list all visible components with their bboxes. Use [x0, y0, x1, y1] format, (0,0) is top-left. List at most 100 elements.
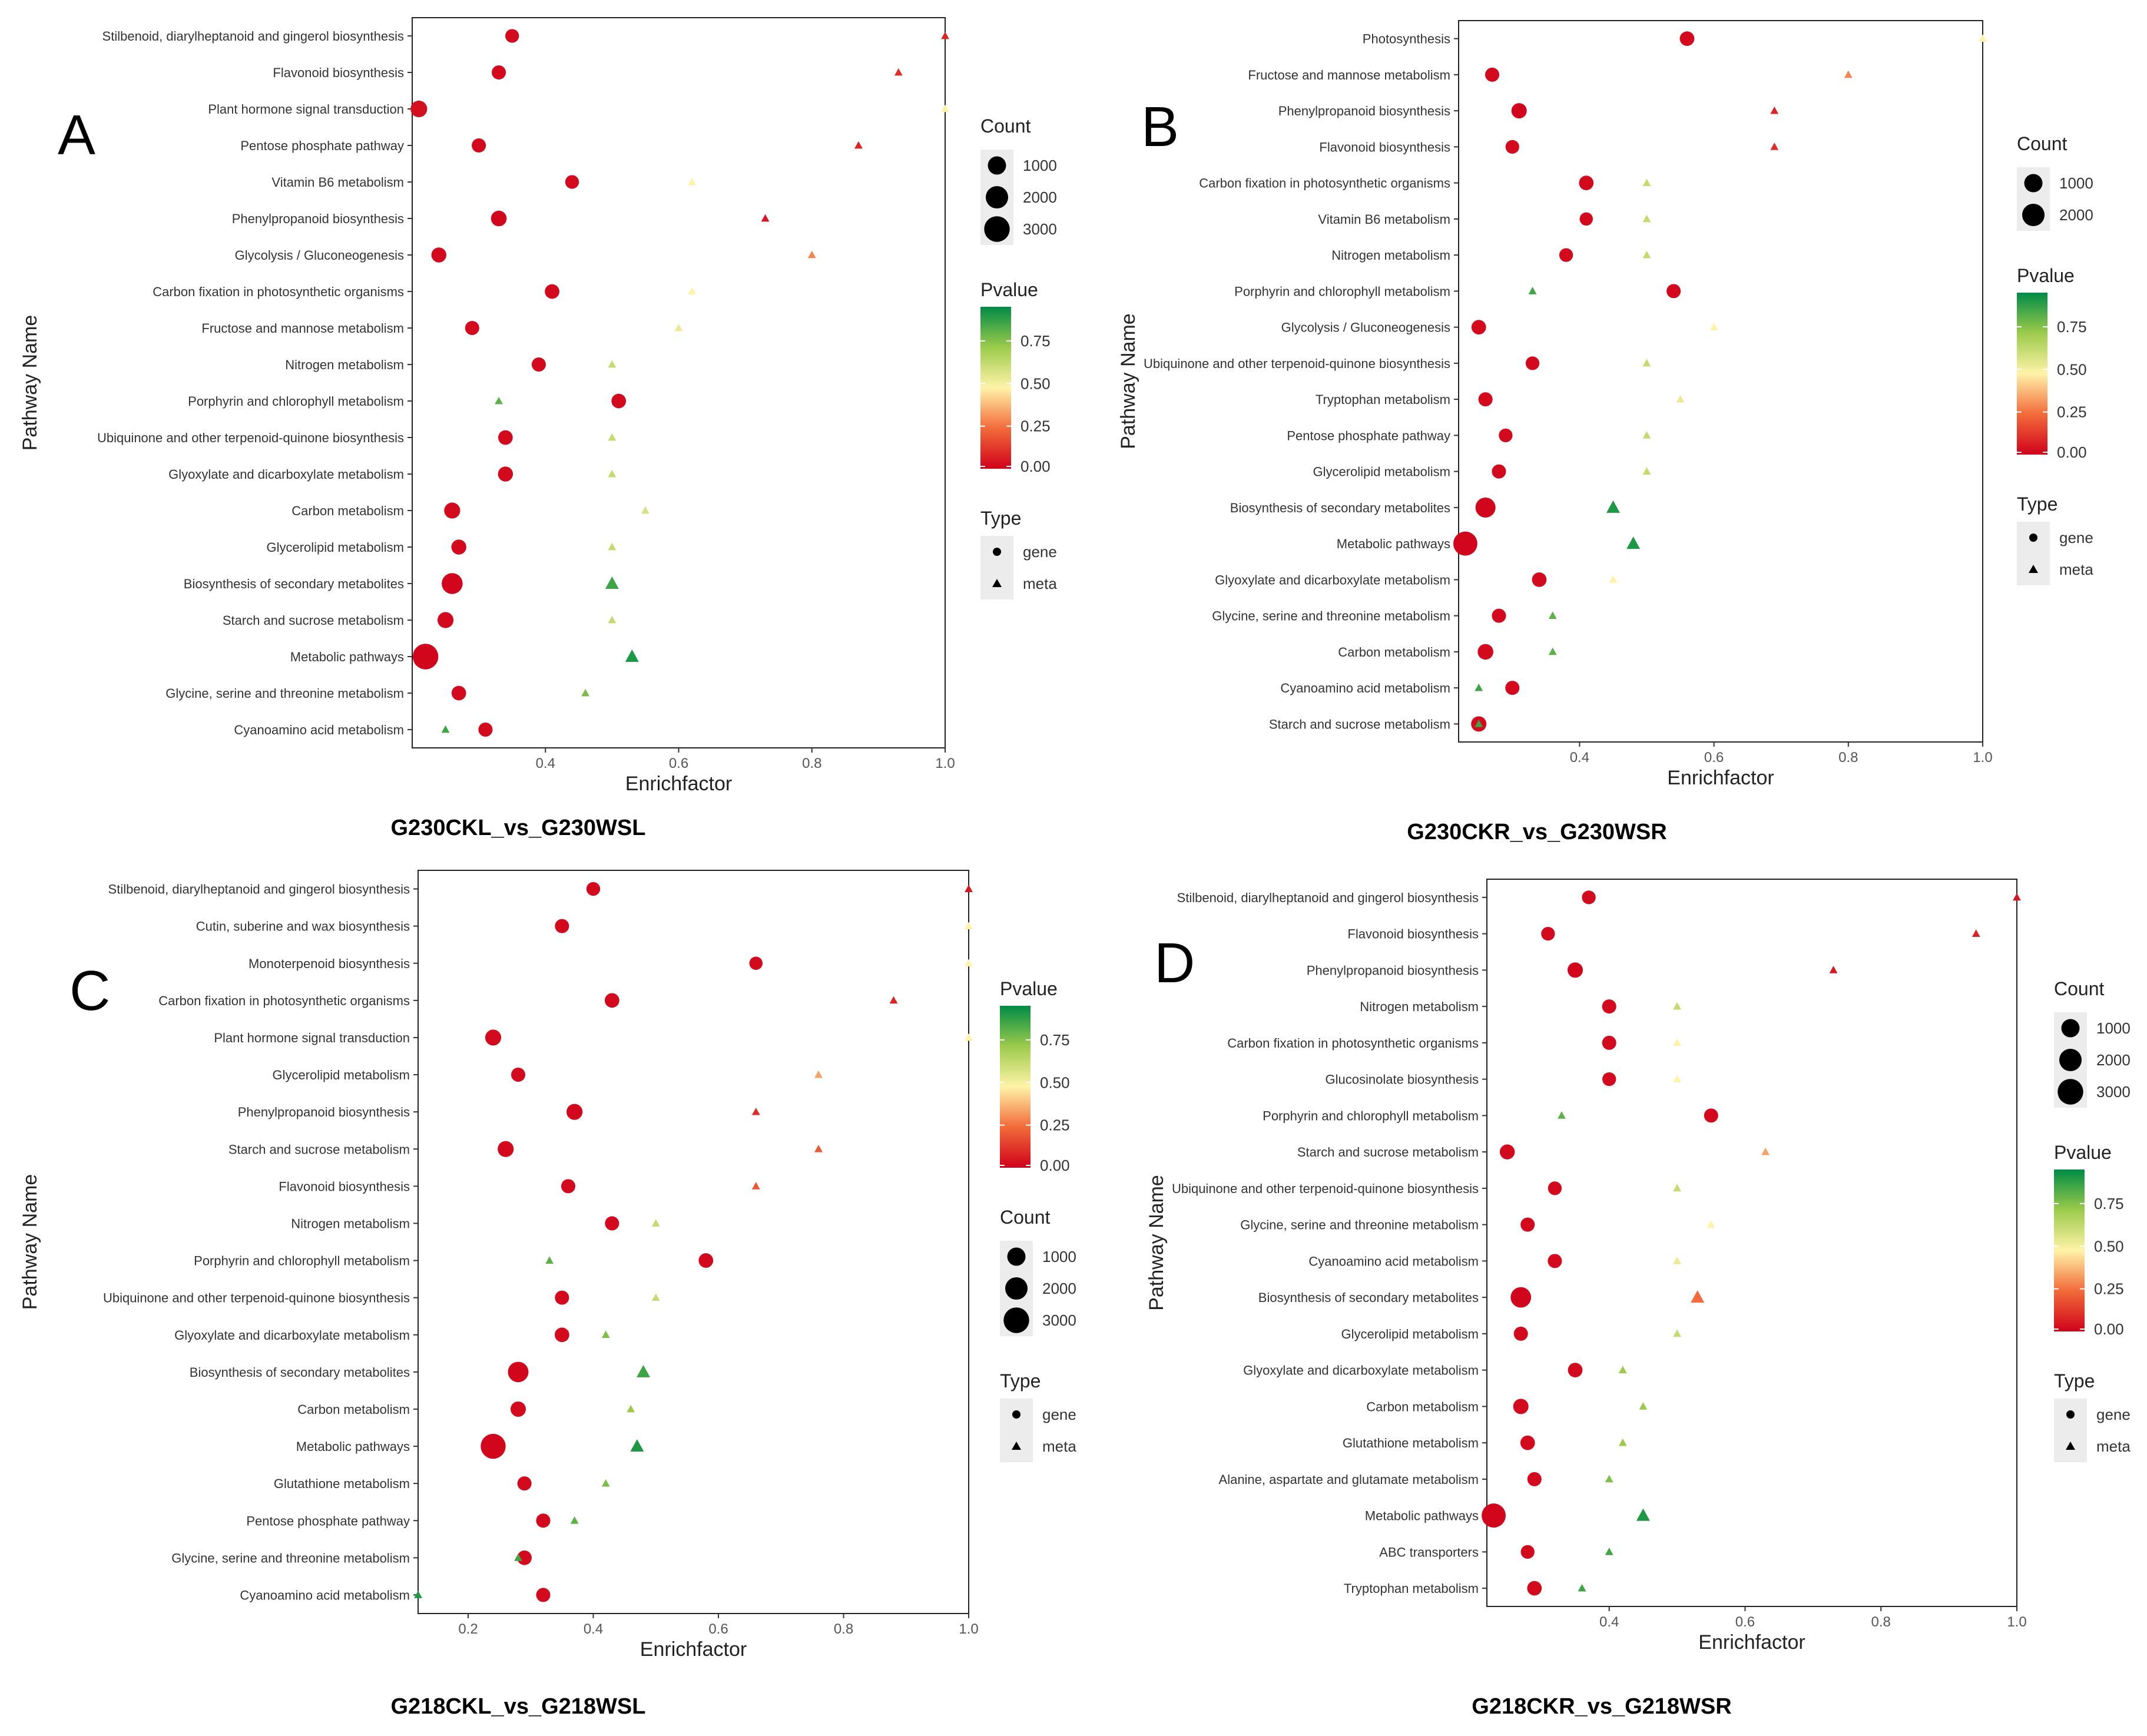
meta-point — [1578, 1583, 1586, 1592]
meta-point — [751, 1182, 760, 1190]
meta-point — [1642, 250, 1651, 259]
x-tick-label: 0.4 — [536, 756, 555, 771]
gene-point — [545, 284, 559, 299]
meta-point — [1605, 1548, 1613, 1555]
y-tick-label: Porphyrin and chlorophyll metabolism — [188, 394, 404, 409]
gene-point — [1477, 644, 1493, 660]
gene-point — [605, 1216, 619, 1231]
x-axis-title: Enrichfactor — [1698, 1631, 1805, 1654]
gene-point — [1505, 140, 1519, 154]
meta-point — [601, 1479, 610, 1487]
meta-point — [1642, 214, 1651, 223]
meta-point — [651, 1293, 660, 1301]
type-legend-title: Type — [980, 508, 1021, 529]
gene-point — [410, 100, 428, 118]
gene-point — [1704, 1108, 1718, 1123]
gene-point — [611, 393, 627, 409]
gene-point — [1568, 1363, 1583, 1378]
gene-point — [412, 644, 439, 670]
gene-point — [1666, 284, 1681, 299]
gene-point — [472, 138, 486, 153]
gene-point — [1513, 1399, 1529, 1414]
meta-point — [1673, 1257, 1681, 1264]
y-tick-label: Nitrogen metabolism — [1360, 999, 1479, 1014]
panel-c: C G218CKL_vs_G218WSL Stilbenoid, diarylh… — [19, 870, 1076, 1719]
meta-point — [1475, 720, 1483, 727]
type-legend-triangle — [2066, 1442, 2075, 1450]
meta-point — [414, 1591, 422, 1598]
gene-point — [1602, 999, 1616, 1014]
gene-point — [1579, 212, 1593, 226]
count-legend-dot — [1007, 1247, 1026, 1266]
y-tick-label: Biosynthesis of secondary metabolites — [190, 1365, 410, 1380]
count-legend-dot — [988, 156, 1006, 175]
count-legend-dot — [2061, 1019, 2080, 1038]
meta-point — [1618, 1366, 1627, 1374]
y-tick-label: Glyoxylate and dicarboxylate metabolism — [168, 467, 404, 482]
y-tick-label: Carbon fixation in photosynthetic organi… — [1227, 1036, 1479, 1051]
meta-point — [1605, 1475, 1613, 1483]
pvalue-tick-label: 0.50 — [2094, 1237, 2124, 1255]
gene-point — [1475, 497, 1496, 518]
pvalue-tick-label: 0.75 — [2057, 318, 2087, 336]
pvalue-tick-label: 0.75 — [1040, 1031, 1070, 1049]
gene-point — [531, 357, 546, 372]
y-tick-label: Metabolic pathways — [296, 1439, 410, 1454]
gene-point — [1478, 392, 1493, 407]
panel-letter: D — [1154, 932, 1195, 995]
y-tick-label: Glutathione metabolism — [274, 1476, 410, 1491]
meta-point — [1673, 1075, 1681, 1083]
meta-point — [854, 141, 863, 149]
y-axis-title: Pathway Name — [1145, 1175, 1168, 1311]
gene-point — [604, 993, 619, 1008]
meta-point — [688, 177, 697, 185]
y-tick-label: Glyoxylate and dicarboxylate metabolism — [174, 1328, 410, 1343]
pvalue-colorbar — [2054, 1170, 2085, 1331]
gene-point — [565, 175, 579, 189]
x-tick-label: 0.6 — [1704, 750, 1724, 766]
y-tick-label: Starch and sucrose metabolism — [228, 1142, 410, 1157]
y-tick-label: Starch and sucrose metabolism — [1269, 717, 1450, 731]
gene-point — [1471, 320, 1486, 335]
count-legend-dot — [1005, 1277, 1028, 1300]
meta-point — [514, 1553, 522, 1561]
y-tick-label: Carbon metabolism — [297, 1402, 410, 1417]
count-legend-label: 2000 — [1042, 1280, 1076, 1297]
y-tick-label: Carbon metabolism — [1338, 645, 1450, 660]
plot-frame — [418, 870, 969, 1614]
type-legend-title: Type — [1000, 1370, 1041, 1392]
count-legend-title: Count — [980, 115, 1031, 137]
count-legend-label: 1000 — [1042, 1248, 1076, 1265]
gene-point — [1602, 1072, 1616, 1086]
gene-point — [1532, 572, 1547, 587]
y-tick-label: Carbon fixation in photosynthetic organi… — [1199, 176, 1450, 191]
meta-point — [1528, 287, 1537, 294]
y-tick-label: Glycolysis / Gluconeogenesis — [235, 248, 404, 263]
y-tick-label: Stilbenoid, diarylheptanoid and gingerol… — [1177, 890, 1479, 905]
meta-point — [1548, 611, 1557, 619]
meta-point — [2013, 893, 2021, 901]
meta-point — [627, 1404, 635, 1413]
y-tick-label: Plant hormone signal transduction — [208, 102, 404, 117]
meta-point — [495, 396, 503, 405]
x-tick-label: 0.8 — [1838, 750, 1858, 766]
meta-point — [601, 1330, 610, 1339]
type-legend-label: gene — [1023, 543, 1057, 561]
pvalue-legend-title: Pvalue — [1000, 978, 1058, 999]
count-legend-label: 1000 — [2059, 174, 2093, 192]
meta-point — [1673, 1038, 1681, 1046]
gene-point — [442, 573, 463, 594]
y-tick-label: Glycerolipid metabolism — [1341, 1327, 1479, 1341]
y-tick-label: Glycine, serine and threonine metabolism — [1212, 609, 1450, 624]
y-tick-label: Carbon fixation in photosynthetic organi… — [158, 993, 410, 1008]
y-tick-label: Ubiquinone and other terpenoid-quinone b… — [97, 430, 404, 445]
type-legend-dot — [2066, 1410, 2075, 1419]
count-legend-dot — [1003, 1307, 1029, 1333]
gene-point — [586, 882, 601, 896]
meta-point — [761, 214, 770, 222]
meta-point — [608, 615, 617, 624]
x-axis-title: Enrichfactor — [1667, 767, 1774, 789]
pvalue-tick-label: 0.75 — [2094, 1195, 2124, 1212]
plot-frame — [412, 17, 946, 748]
